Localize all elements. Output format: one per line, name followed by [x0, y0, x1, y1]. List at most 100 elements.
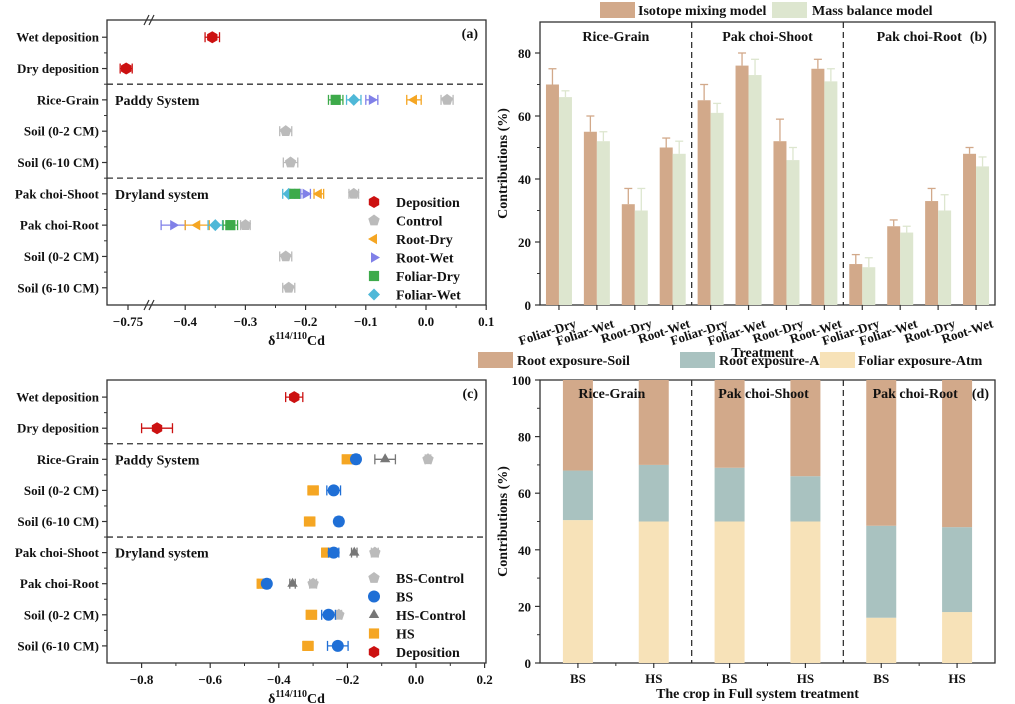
- legend-swatch: [600, 2, 635, 18]
- bar: [596, 141, 610, 305]
- legend-label: Foliar-Wet: [396, 289, 461, 304]
- marker-hs: [321, 547, 332, 558]
- x-tick-label: 0.2: [476, 672, 492, 687]
- data-point: [345, 93, 362, 106]
- marker-bs-control: [369, 546, 381, 558]
- marker-foliar-wet: [209, 219, 222, 232]
- y-category-label: Soil (6-10 CM): [17, 155, 99, 170]
- marker-bs: [327, 484, 340, 497]
- x-tick-label: −0.3: [234, 314, 258, 329]
- group-label: Rice-Grain: [582, 30, 649, 45]
- x-category-label: BS: [722, 671, 738, 686]
- data-point: [302, 640, 314, 651]
- legend-label: Foliar exposure-Atm: [858, 354, 983, 369]
- marker-control: [239, 219, 252, 230]
- data-point: [239, 219, 252, 231]
- stacked-bar-segment: [714, 521, 745, 663]
- data-point: [422, 453, 434, 465]
- bar: [659, 147, 673, 305]
- marker-foliar-dry: [330, 94, 341, 105]
- data-point: [348, 187, 360, 199]
- legend-swatch: [478, 352, 513, 368]
- x-tick-label: −0.75: [113, 314, 144, 329]
- marker-control: [441, 93, 453, 105]
- legend-marker: [368, 572, 380, 583]
- marker-deposition: [289, 391, 300, 404]
- panel-d: Root exposure-Soil Root exposure-Atm Folia…: [478, 352, 996, 702]
- x-tick-label: −0.6: [198, 672, 222, 687]
- legend-marker: [368, 288, 380, 301]
- y-tick-label: 0: [525, 298, 532, 313]
- data-point: [260, 577, 273, 590]
- legend-swatch: [680, 352, 715, 368]
- bar: [849, 264, 863, 305]
- legend-marker: [368, 609, 380, 618]
- stacked-bar-segment: [942, 527, 973, 613]
- stacked-bar-segment: [790, 476, 821, 522]
- marker-control: [280, 125, 292, 137]
- axis-break-mark: [148, 299, 155, 311]
- marker-bs: [260, 577, 273, 590]
- legend-label: HS: [396, 628, 415, 643]
- marker-foliar-dry: [289, 188, 300, 199]
- data-point: [289, 188, 301, 199]
- stacked-bar-segment: [714, 467, 745, 522]
- bar: [621, 204, 635, 305]
- x-category-label: HS: [645, 671, 662, 686]
- stacked-bar-segment: [790, 380, 821, 477]
- data-point: [282, 281, 296, 293]
- system-label: Dryland system: [115, 188, 209, 203]
- marker-hs: [308, 485, 319, 496]
- data-point: [279, 125, 293, 137]
- data-point: [326, 639, 349, 652]
- marker-bs: [327, 546, 340, 559]
- marker-bs: [332, 515, 345, 528]
- panel-label: (a): [462, 27, 479, 42]
- data-point: [374, 453, 397, 465]
- plot-frame: [539, 21, 996, 306]
- y-category-label: Wet deposition: [16, 30, 99, 45]
- marker-hs: [304, 516, 315, 527]
- bar: [862, 267, 876, 305]
- axis-break-mark: [148, 14, 155, 26]
- data-point: [312, 188, 325, 200]
- marker-root-dry: [312, 188, 322, 200]
- marker-root-wet: [302, 188, 312, 200]
- legend-swatch: [772, 2, 807, 18]
- legend: BS-Control BS HS-Control HS Deposition: [368, 572, 466, 661]
- y-tick-label: 20: [518, 599, 531, 614]
- bar: [900, 232, 914, 305]
- marker-root-dry: [191, 219, 201, 231]
- x-tick-label: −0.4: [267, 672, 291, 687]
- data-point: [440, 93, 454, 105]
- legend-label: BS: [396, 591, 413, 606]
- bar: [735, 65, 749, 305]
- data-point: [285, 391, 304, 404]
- y-tick-label: 60: [518, 109, 531, 124]
- x-tick-label: 0.0: [418, 314, 434, 329]
- x-category-label: BS: [873, 671, 889, 686]
- y-category-label: Soil (0-2 CM): [24, 607, 99, 622]
- stacked-bar-segment: [866, 525, 897, 618]
- marker-hs: [342, 454, 353, 465]
- y-category-label: Wet deposition: [16, 390, 99, 405]
- marker-root-dry: [407, 94, 417, 106]
- data-point: [349, 453, 362, 466]
- y-category-label: Soil (6-10 CM): [17, 280, 99, 295]
- marker-deposition: [207, 31, 218, 44]
- x-axis-title: The crop in Full system treatment: [656, 687, 859, 702]
- y-category-label: Dry deposition: [17, 61, 100, 76]
- data-point: [406, 94, 422, 106]
- bar: [672, 153, 686, 305]
- data-point: [287, 577, 298, 589]
- marker-control: [284, 156, 297, 168]
- bar: [697, 100, 711, 305]
- x-tick-label: 0.0: [408, 672, 424, 687]
- panel-label: (c): [462, 387, 478, 402]
- data-point: [369, 546, 381, 558]
- y-category-label: Soil (6-10 CM): [17, 638, 99, 653]
- group-label: Rice-Grain: [578, 387, 645, 402]
- legend-label: Mass balance model: [812, 4, 933, 19]
- marker-hs-control: [287, 577, 298, 587]
- bar: [824, 81, 838, 305]
